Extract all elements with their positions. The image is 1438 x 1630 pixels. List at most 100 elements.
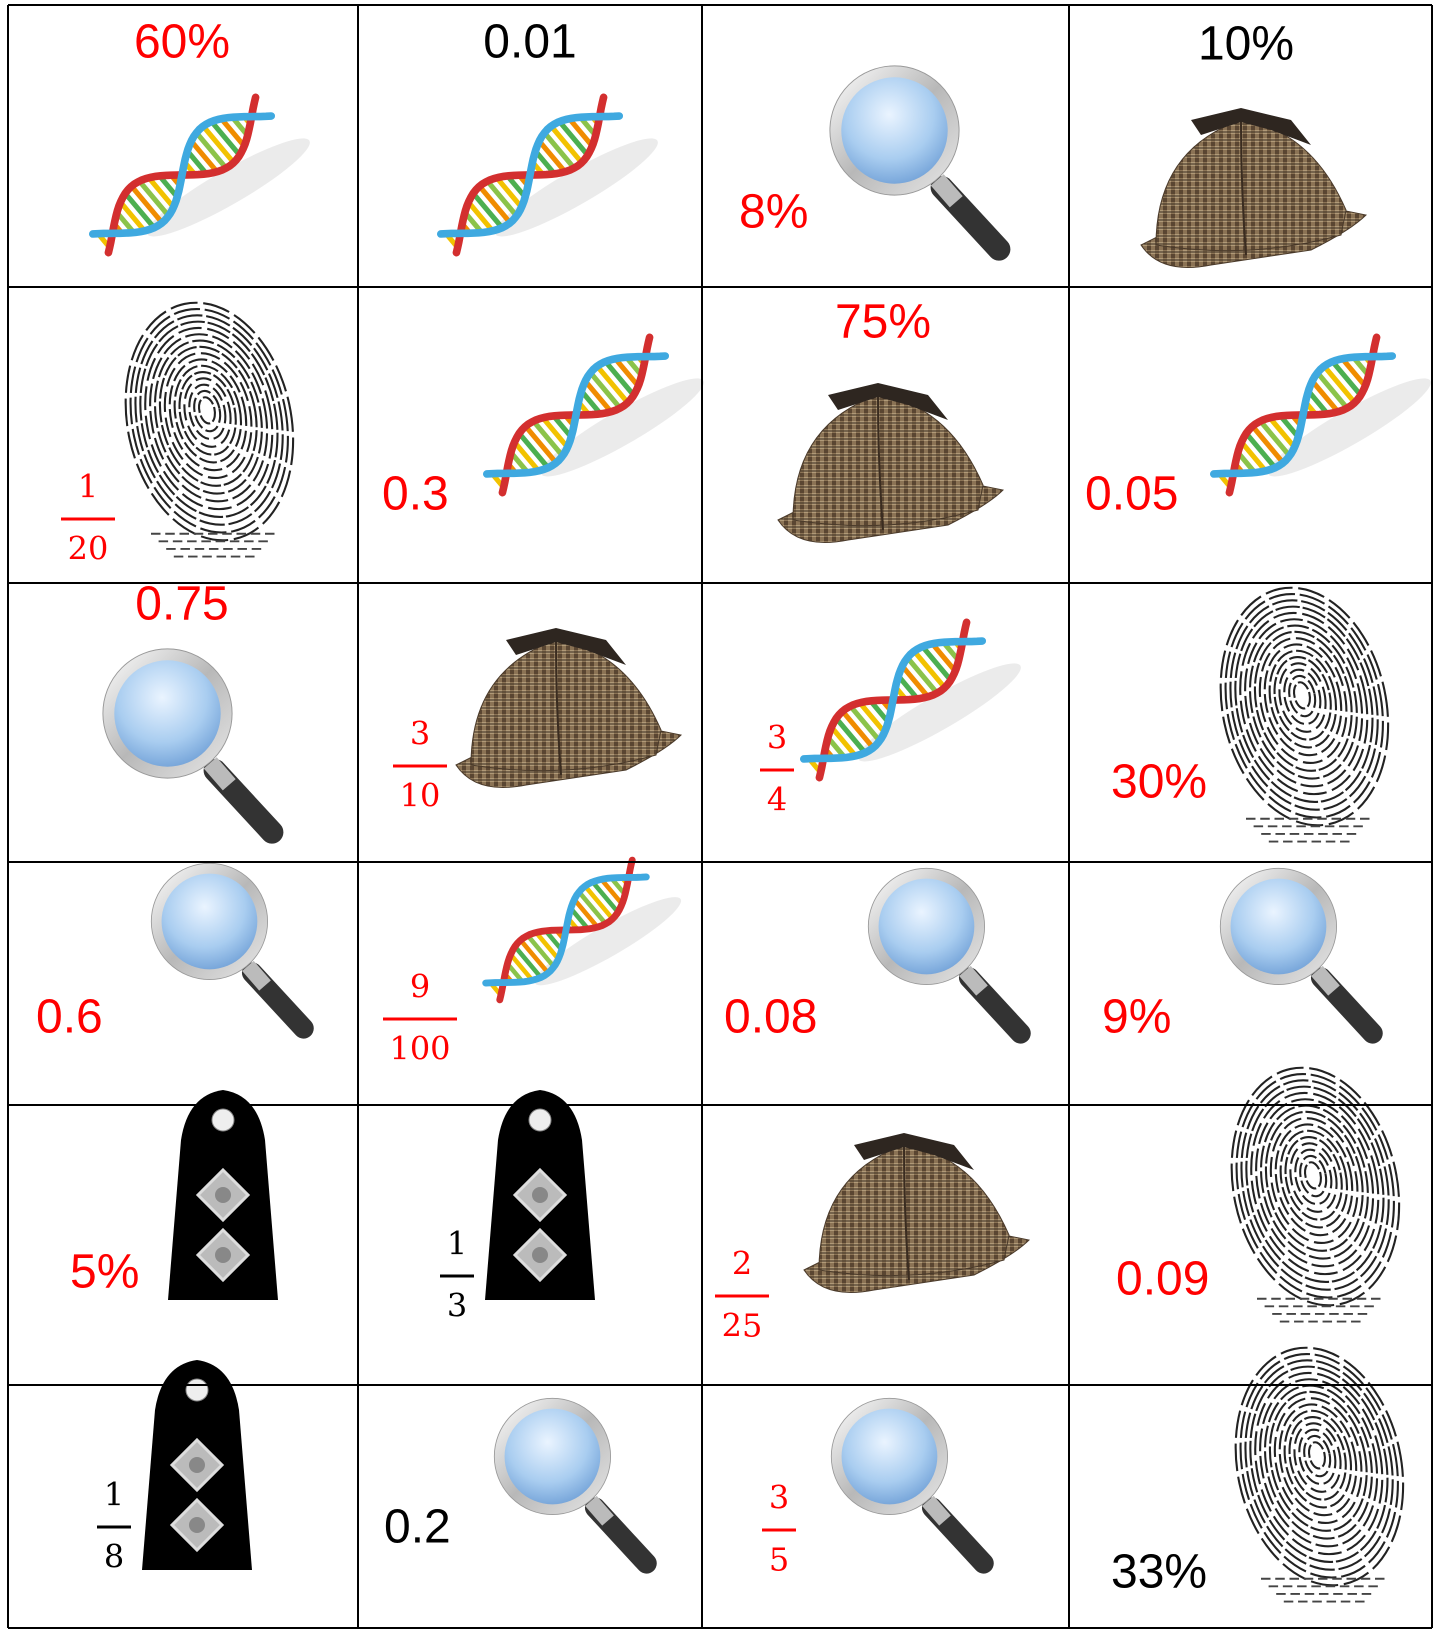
- dna-rung: [1342, 359, 1365, 386]
- magnifier-icon: [831, 1398, 983, 1563]
- dna-rung: [601, 879, 622, 904]
- dna-rung: [536, 932, 558, 959]
- fingerprint-ridge: [1217, 1059, 1414, 1312]
- card-value: 60%: [134, 16, 230, 69]
- fraction-numerator: 3: [410, 715, 430, 753]
- card: 8%: [739, 66, 999, 249]
- card: 0.2: [384, 1398, 647, 1563]
- card: 33%: [1111, 1332, 1424, 1602]
- card-grid: 60%0.018%10%1200.375%0.050.753103430%0.6…: [0, 0, 1438, 1630]
- epaulette-pip-center: [532, 1247, 548, 1263]
- fingerprint-ridge: [1292, 681, 1312, 710]
- card: 30%: [1111, 572, 1409, 842]
- dna-icon: [1206, 328, 1438, 501]
- card: 0.3: [382, 328, 712, 520]
- card: 2 25: [715, 1133, 1029, 1345]
- fraction-denominator: 8: [104, 1538, 124, 1576]
- dna-rung: [860, 703, 885, 732]
- magnifier-lens: [505, 1409, 601, 1505]
- epaulette-pip-center: [215, 1247, 231, 1263]
- fraction-denominator: 25: [722, 1307, 763, 1345]
- fraction-numerator: 2: [732, 1245, 752, 1283]
- card: 0.01: [433, 16, 666, 262]
- card-value: 0.01: [483, 16, 576, 69]
- epaulette-button: [186, 1379, 208, 1401]
- card: 0.09: [1116, 1052, 1420, 1322]
- card: 34: [760, 613, 1029, 818]
- magnifier-icon: [868, 868, 1020, 1033]
- hat-crown: [1156, 120, 1346, 251]
- fraction-denominator: 4: [767, 781, 787, 819]
- fingerprint-icon: [1210, 1052, 1420, 1322]
- dna-rung: [221, 119, 244, 146]
- fingerprint-ridge: [1206, 579, 1403, 832]
- dna-rung: [514, 442, 538, 471]
- card: 35: [762, 1398, 984, 1578]
- hat-crown: [471, 640, 661, 771]
- card: 3 10: [393, 628, 681, 815]
- fingerprint-ridge: [117, 301, 302, 538]
- card-value: 0.09: [1116, 1253, 1209, 1306]
- dna-icon: [85, 88, 318, 261]
- epaulette-icon: [142, 1360, 252, 1570]
- magnifier-icon: [151, 863, 303, 1028]
- card: 0.6: [36, 863, 304, 1043]
- card-value: 75%: [835, 296, 931, 349]
- card: 0.05: [1085, 328, 1438, 520]
- dna-rung: [1241, 442, 1265, 471]
- card: 18: [97, 1360, 252, 1576]
- page: 60%0.018%10%1200.375%0.050.753103430%0.6…: [0, 0, 1438, 1630]
- fingerprint-ridge: [1303, 1161, 1323, 1190]
- fingerprint-icon: [1199, 572, 1409, 842]
- card-value: 5%: [70, 1246, 139, 1299]
- dna-rung: [149, 178, 174, 207]
- epaulette-pip-center: [532, 1187, 548, 1203]
- card-value: 0.08: [724, 991, 817, 1044]
- magnifier-icon: [830, 66, 999, 249]
- dna-rung: [569, 119, 592, 146]
- hat-icon: [456, 628, 681, 788]
- dna-icon: [796, 613, 1029, 786]
- fingerprint-icon: [104, 287, 314, 557]
- dna-rung: [511, 954, 533, 980]
- card: 13: [440, 1090, 595, 1325]
- magnifier-lens: [841, 77, 947, 183]
- fraction-numerator: 3: [767, 719, 787, 757]
- epaulette-icon: [485, 1090, 595, 1300]
- card-value: 0.6: [36, 991, 103, 1044]
- card: 9 100: [383, 852, 688, 1067]
- hat-icon: [804, 1133, 1029, 1293]
- magnifier-lens: [879, 879, 975, 975]
- fingerprint-icon: [1214, 1332, 1424, 1602]
- magnifier-lens: [1231, 879, 1327, 975]
- dna-icon: [433, 88, 666, 261]
- fraction-numerator: 9: [410, 968, 430, 1006]
- fraction-denominator: 100: [389, 1030, 450, 1068]
- epaulette-pip-center: [189, 1457, 205, 1473]
- card: 60%: [85, 16, 318, 262]
- magnifier-lens: [842, 1409, 938, 1505]
- fingerprint-ridge: [111, 294, 308, 547]
- dna-rung: [615, 359, 638, 386]
- fraction-numerator: 1: [78, 468, 98, 506]
- fingerprint-ridge: [1223, 1066, 1408, 1303]
- hat-icon: [778, 383, 1003, 543]
- fraction-numerator: 1: [447, 1225, 467, 1263]
- hat-crown: [793, 395, 983, 526]
- dna-rung: [932, 644, 955, 671]
- dna-icon: [479, 852, 688, 1008]
- dna-rung: [120, 202, 144, 231]
- magnifier-lens: [114, 660, 220, 766]
- card-value: 8%: [739, 186, 808, 239]
- epaulette-button: [212, 1109, 234, 1131]
- dna-rung: [468, 202, 492, 231]
- dna-rung: [1270, 418, 1295, 447]
- card: 75%: [778, 296, 1003, 543]
- dna-rung: [831, 727, 855, 756]
- fraction-denominator: 5: [769, 1541, 789, 1579]
- fraction-denominator: 10: [400, 777, 441, 815]
- card-value: 0.2: [384, 1501, 451, 1554]
- card-value: 33%: [1111, 1546, 1207, 1599]
- card: 10%: [1141, 18, 1366, 268]
- epaulette-pip-center: [189, 1517, 205, 1533]
